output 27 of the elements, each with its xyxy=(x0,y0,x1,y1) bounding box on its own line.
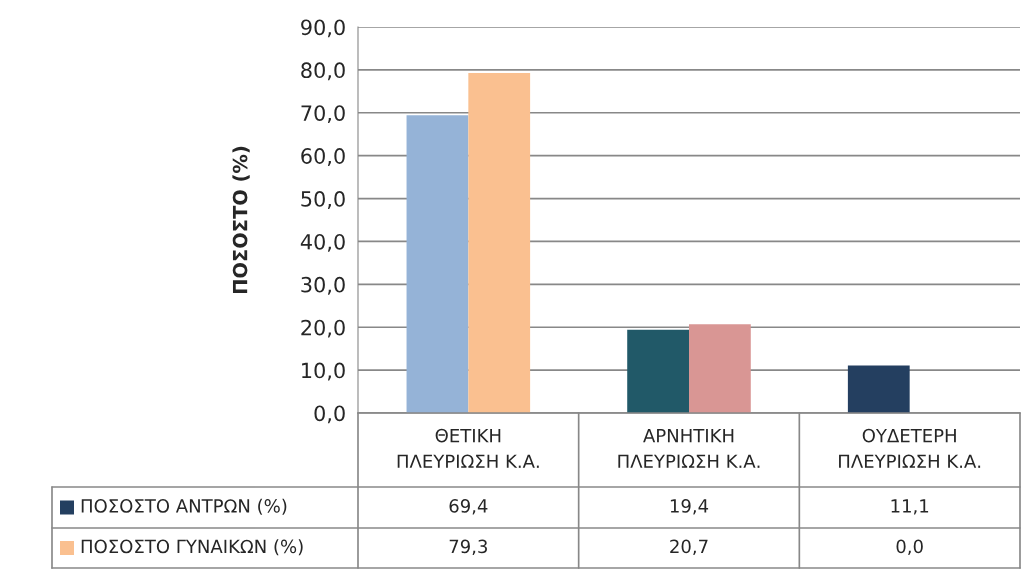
bar xyxy=(406,115,469,413)
data-label: 79,3 xyxy=(449,539,487,556)
bar xyxy=(627,329,689,413)
y-tick-label: 30,0 xyxy=(301,276,345,295)
data-label: 11,1 xyxy=(891,499,929,515)
data-label: 0,0 xyxy=(896,539,923,556)
x-tick-label: ΟΥΔΕΤΕΡΗ ΠΛΕΥΡΙΩΣΗ Κ.Α. xyxy=(839,428,981,468)
legend-label: ΠΟΣΟΣΤΟ ΓΥΝΑΙΚΩΝ (%) xyxy=(81,539,303,556)
y-tick-label: 20,0 xyxy=(301,319,345,338)
y-tick-label: 40,0 xyxy=(300,233,345,252)
bar xyxy=(468,72,531,413)
y-tick-label: 60,0 xyxy=(301,148,345,166)
y-tick-label: 0,0 xyxy=(314,405,345,424)
y-tick-label: 90,0 xyxy=(301,19,345,38)
data-label: 19,4 xyxy=(670,499,709,515)
bar xyxy=(847,365,910,413)
y-axis-title: ΠΟΣΟΣΤΟ (%) xyxy=(232,146,250,294)
data-label: 69,4 xyxy=(449,499,488,515)
bar xyxy=(689,324,751,413)
y-tick-label: 50,0 xyxy=(301,191,345,209)
legend-label: ΠΟΣΟΣΤΟ ΑΝΤΡΩΝ (%) xyxy=(81,498,287,515)
y-tick-label: 70,0 xyxy=(301,105,345,124)
x-tick-label: ΘΕΤΙΚΗ ΠΛΕΥΡΙΩΣΗ Κ.Α. xyxy=(397,428,539,468)
x-tick-label: ΑΡΝΗΤΙΚΗ ΠΛΕΥΡΙΩΣΗ Κ.Α. xyxy=(618,428,760,468)
y-tick-label: 80,0 xyxy=(301,62,345,81)
y-tick-label: 10,0 xyxy=(302,362,345,381)
data-label: 20,7 xyxy=(670,539,708,556)
